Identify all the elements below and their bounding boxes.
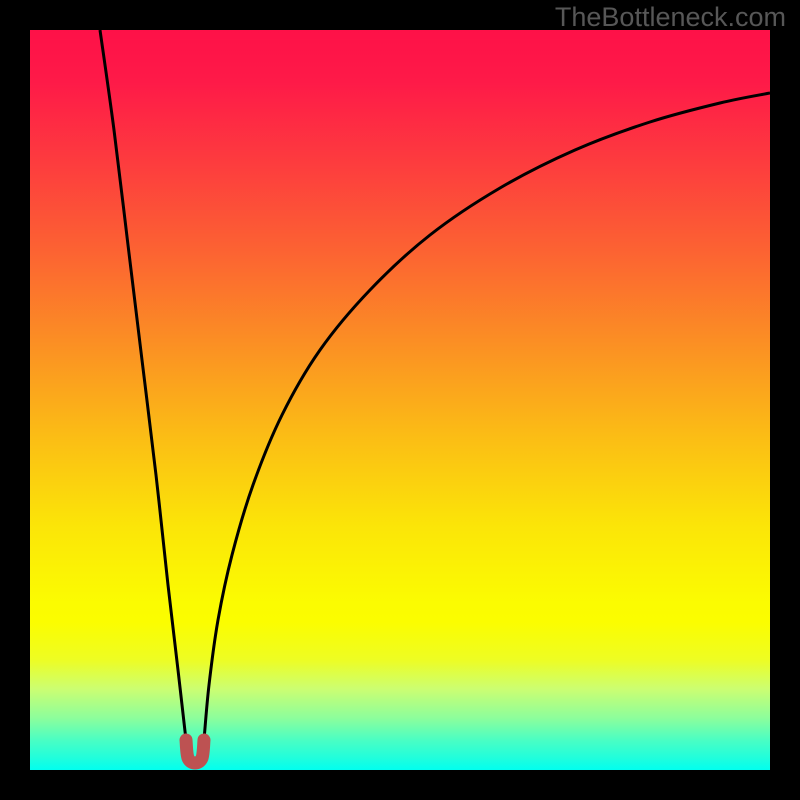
- plot-frame: [30, 30, 770, 770]
- minimum-marker: [30, 30, 770, 770]
- watermark-text: TheBottleneck.com: [555, 2, 786, 33]
- chart-stage: TheBottleneck.com: [0, 0, 800, 800]
